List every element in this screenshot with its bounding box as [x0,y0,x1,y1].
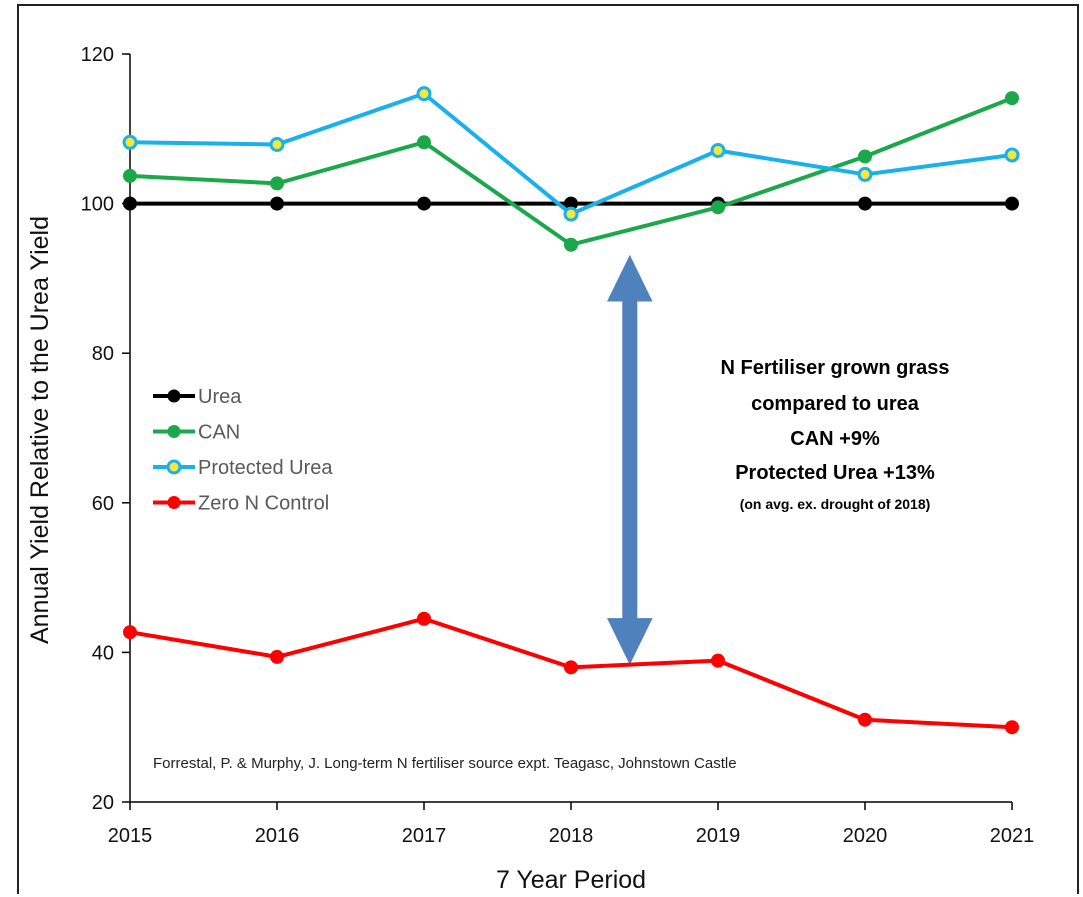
legend-label: Protected Urea [198,457,333,479]
annotation-line-4: Protected Urea +13% [735,462,935,484]
data-point [416,86,432,102]
series-lines [122,86,1020,735]
legend-swatch-marker [167,496,181,509]
series-can [123,91,1019,252]
x-axis-title: 7 Year Period [496,866,646,894]
data-point [417,135,431,150]
x-tick-label: 2016 [255,825,300,847]
double-arrow-annotation [606,254,653,665]
data-point [1005,91,1019,106]
legend-item: CAN [153,422,240,444]
data-point [564,237,578,252]
y-ticks: 20 40 60 80 100 120 [81,44,130,814]
data-point [857,166,873,182]
y-tick-label: 60 [92,493,114,515]
series-protected-urea [122,86,1020,222]
legend-swatch-marker [167,425,181,438]
data-point [123,625,137,640]
data-point [270,176,284,191]
series-line [129,91,1013,217]
data-point [123,196,137,211]
x-tick-label: 2020 [843,825,888,847]
x-tick-label: 2015 [108,825,153,847]
legend-label: Urea [198,386,242,408]
x-tick-label: 2018 [549,825,594,847]
y-tick-label: 40 [92,642,114,664]
chart-frame [17,4,1079,894]
double-arrow [606,254,653,665]
annotation-line-1: N Fertiliser grown grass [721,357,950,379]
data-point [417,196,431,211]
legend-swatch-marker [166,459,182,475]
data-point [417,611,431,626]
data-point [1005,720,1019,735]
legend: Urea CAN Protected Urea Zero N Control [153,386,333,515]
x-tick-label: 2019 [696,825,741,847]
data-point [1005,196,1019,211]
legend-item: Zero N Control [153,493,329,515]
data-point [270,649,284,664]
data-point [858,196,872,211]
legend-label: CAN [198,422,240,444]
source-credit: Forrestal, P. & Murphy, J. Long-term N f… [153,755,737,772]
data-point [269,137,285,153]
data-point [1004,147,1020,163]
data-point [270,196,284,211]
legend-item: Urea [153,386,242,408]
annotation-box: N Fertiliser grown grass compared to ure… [721,357,950,512]
data-point [711,200,725,215]
legend-label: Zero N Control [198,493,329,515]
annotation-line-2: compared to urea [751,393,920,415]
y-axis-title: Annual Yield Relative to the Urea Yield [26,216,54,644]
data-point [858,149,872,164]
annotation-footnote: (on avg. ex. drought of 2018) [740,496,931,512]
x-tick-label: 2021 [990,825,1035,847]
annotation-line-3: CAN +9% [790,428,880,450]
data-point [858,712,872,727]
x-tick-label: 2017 [402,825,447,847]
data-point [563,206,579,222]
x-ticks: 2015 2016 2017 2018 2019 2020 2021 [108,802,1035,847]
data-point [122,134,138,150]
data-point [711,653,725,668]
data-point [710,142,726,158]
data-point [564,660,578,675]
y-tick-label: 100 [81,194,114,216]
y-tick-label: 120 [81,44,114,66]
legend-item: Protected Urea [153,457,333,479]
y-tick-label: 20 [92,792,114,814]
legend-swatch-marker [167,389,181,403]
y-tick-label: 80 [92,343,114,365]
series-zero-n-control [123,611,1019,735]
data-point [123,168,137,183]
